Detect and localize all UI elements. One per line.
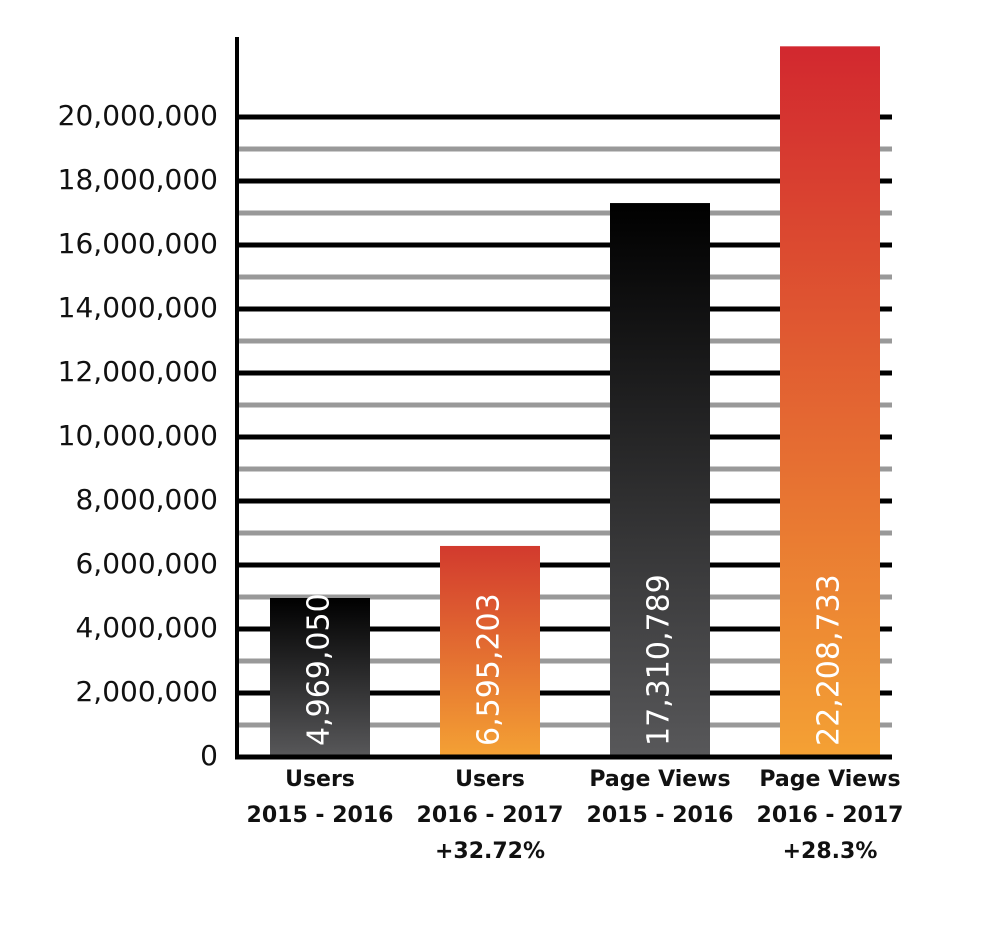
x-tick-label: 2015 - 2016 [587,803,734,828]
y-tick-label: 0 [200,739,218,772]
value-label: 4,969,050 [302,593,337,746]
y-tick-label: 12,000,000 [58,355,218,388]
bar [780,46,880,757]
x-tick-label: 2015 - 2016 [247,803,394,828]
value-label: 6,595,203 [472,593,507,746]
value-label: 22,208,733 [812,574,847,746]
x-tick-label: Page Views [759,767,900,792]
x-tick-label: 2016 - 2017 [757,803,904,828]
bar [270,597,370,757]
y-tick-label: 4,000,000 [75,611,218,644]
x-tick-label: Users [285,767,355,792]
bar [610,203,710,757]
growth-label: +32.72% [435,839,545,864]
x-tick-label: Users [455,767,525,792]
y-tick-label: 20,000,000 [58,99,218,132]
x-tick-label: 2016 - 2017 [417,803,564,828]
x-tick-label: Page Views [589,767,730,792]
value-label: 17,310,789 [642,574,677,746]
y-tick-label: 16,000,000 [58,227,218,260]
growth-label: +28.3% [783,839,878,864]
bar [440,545,540,757]
y-tick-label: 10,000,000 [58,419,218,452]
y-tick-label: 8,000,000 [75,483,218,516]
y-tick-label: 6,000,000 [75,547,218,580]
y-tick-label: 2,000,000 [75,675,218,708]
y-tick-label: 14,000,000 [58,291,218,324]
y-tick-label: 18,000,000 [58,163,218,196]
